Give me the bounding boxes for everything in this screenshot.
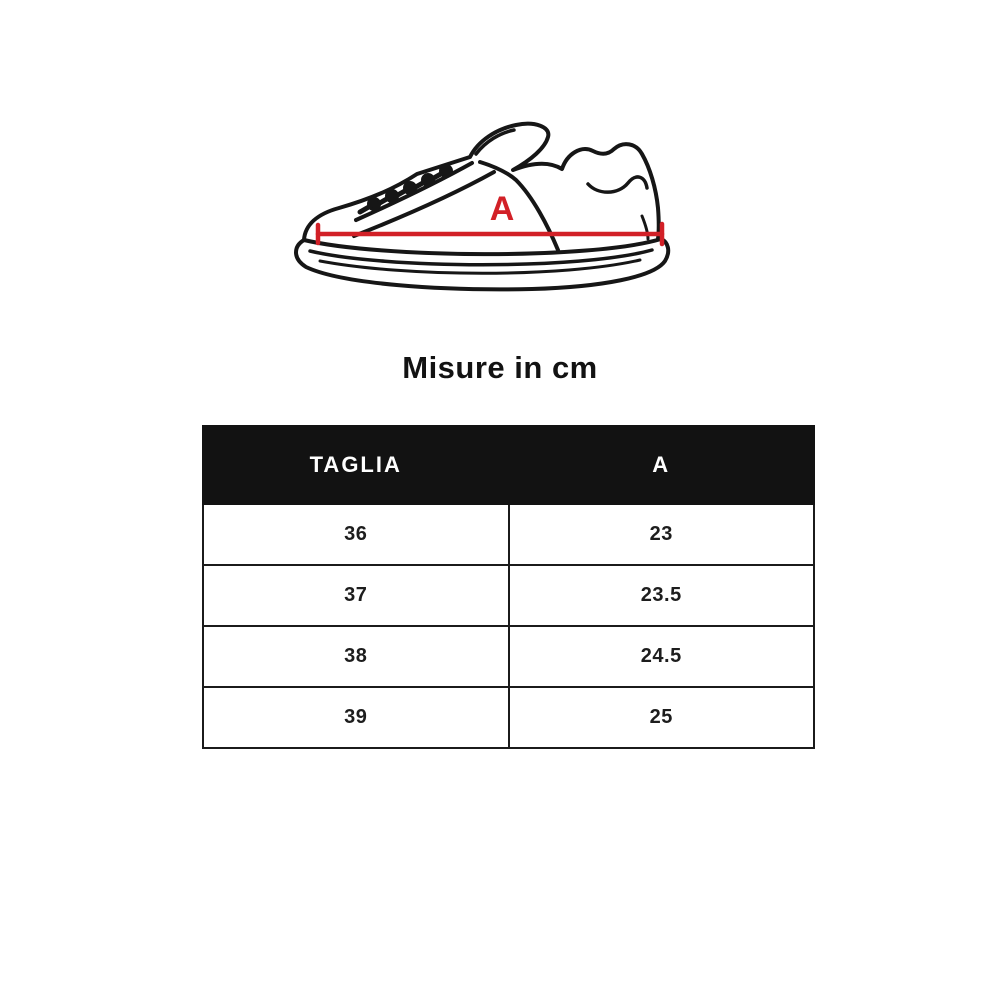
midsole-line-2 [318,258,642,275]
laces-icon [357,164,453,215]
page-title: Misure in cm [402,350,598,385]
length-cell: 25 [507,686,815,749]
header-cell-a: A [507,425,815,505]
shoe-diagram: A [294,121,671,292]
table-row: 39 25 [202,686,815,749]
length-cell: 24.5 [507,625,815,688]
table-row: 36 23 [202,503,815,566]
size-table-header: TAGLIA A [202,425,815,505]
measure-label: A [490,190,515,228]
size-cell: 38 [202,625,510,688]
upper-outline [302,121,661,242]
measurement-line [315,221,665,247]
midsole-line-1 [308,248,654,267]
sole-top-line [302,237,663,257]
table-row: 37 23.5 [202,564,815,627]
size-table-body: 36 23 37 23.5 38 24.5 39 25 [202,503,815,749]
size-cell: 36 [202,503,510,566]
quarter-seam [478,160,560,252]
size-table: TAGLIA A 36 23 37 23.5 38 24.5 39 25 [202,425,815,749]
vamp-seam [352,170,496,238]
sneaker-line-art-icon [294,121,671,292]
size-cell: 39 [202,686,510,749]
header-cell-taglia: TAGLIA [202,425,510,505]
length-cell: 23 [507,503,815,566]
header-row: TAGLIA A [202,425,815,505]
sole-outline [294,237,671,292]
heel-inner-line [586,175,649,194]
size-cell: 37 [202,564,510,627]
table-row: 38 24.5 [202,625,815,688]
length-cell: 23.5 [507,564,815,627]
heel-bottom-line [640,214,650,241]
tongue-inner-line [474,128,516,156]
